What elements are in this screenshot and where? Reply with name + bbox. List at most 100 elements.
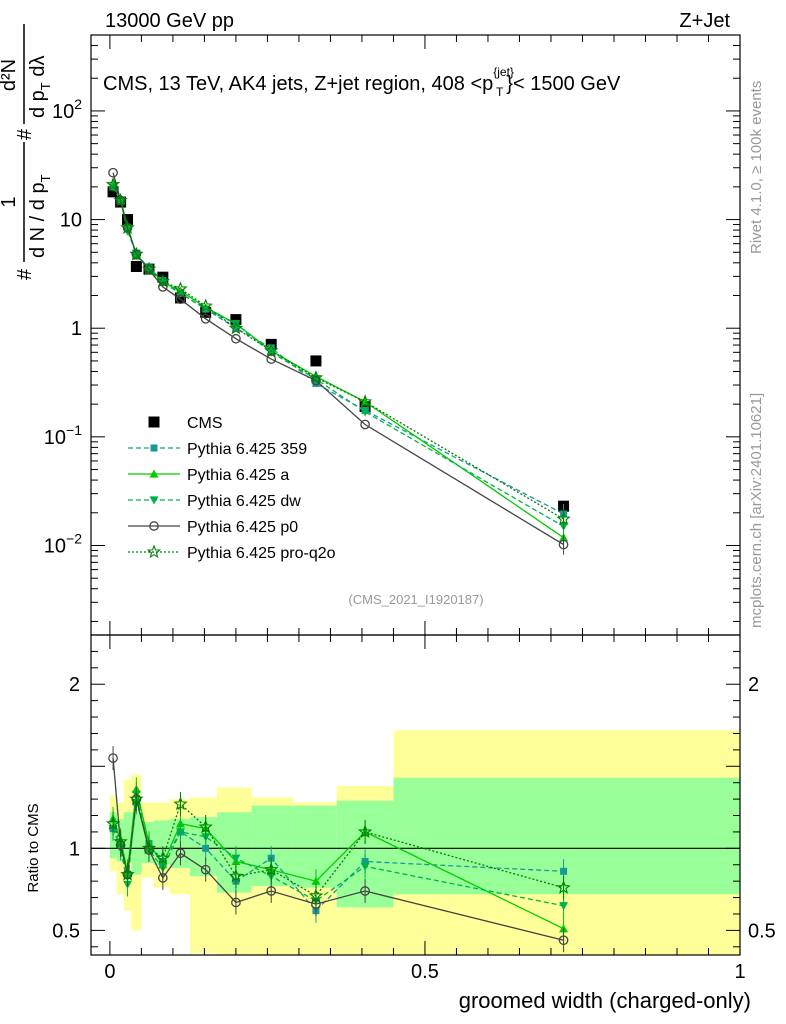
analysis-id: (CMS_2021_I1920187) xyxy=(348,592,483,607)
mcplots-reference-label: mcplots.cern.ch [arXiv:2401.10621] xyxy=(748,393,765,628)
legend-marker xyxy=(146,544,162,559)
ratio-point xyxy=(129,791,144,806)
ratio-y-axis-label: Ratio to CMS xyxy=(25,803,42,892)
ratio-point xyxy=(228,868,244,883)
series-pythia-6-425-359 xyxy=(109,183,568,524)
ratio-y-tick-label-right: 2 xyxy=(748,674,759,696)
ratio-point xyxy=(360,862,370,871)
data-point xyxy=(174,292,186,304)
legend-marker xyxy=(149,521,159,531)
data-point xyxy=(266,354,277,364)
legend-label: Pythia 6.425 p0 xyxy=(187,519,298,536)
ratio-uncertainty-bands xyxy=(91,730,740,955)
data-point xyxy=(108,167,118,178)
ratio-point xyxy=(173,796,188,811)
data-point xyxy=(105,177,121,191)
data-point xyxy=(358,394,373,408)
series-line xyxy=(112,184,564,520)
series-cms xyxy=(107,186,570,512)
legend-entry: Pythia 6.425 a xyxy=(128,467,289,484)
series-line xyxy=(112,186,564,527)
legend-entry: Pythia 6.425 359 xyxy=(128,441,307,458)
ratio-point xyxy=(559,902,569,911)
band-green xyxy=(154,820,170,865)
legend-label: Pythia 6.425 a xyxy=(187,467,289,484)
y-axis-label: # 1 d N / d pT # d²N d pT dλ xyxy=(0,24,53,280)
ratio-y-tick-label-right: 0.5 xyxy=(748,920,776,942)
data-point xyxy=(129,246,144,261)
ratio-point xyxy=(264,862,279,876)
legend: CMS Pythia 6.425 359 Pythia 6.425 a Pythia … xyxy=(128,415,336,562)
legend-entry: Pythia 6.425 pro-q2o xyxy=(128,544,336,562)
ratio-point xyxy=(558,935,569,946)
ratio-y-tick-label: 0.5 xyxy=(52,920,80,942)
series-pythia-6-425-pro-q2o xyxy=(105,177,571,530)
data-point xyxy=(558,539,569,550)
header-left-label: 13000 GeV pp xyxy=(105,10,234,32)
y-tick-label: 10−1 xyxy=(44,422,82,449)
data-point xyxy=(122,214,134,226)
band-green xyxy=(393,777,740,895)
legend-marker xyxy=(150,444,158,452)
legend-label: Pythia 6.425 359 xyxy=(187,441,307,458)
data-point xyxy=(155,273,170,288)
legend-marker xyxy=(149,469,159,478)
data-point xyxy=(311,375,321,386)
series-pythia-6-425-a xyxy=(108,180,569,548)
ratio-point xyxy=(231,897,241,908)
ratio-point xyxy=(105,816,121,830)
legend-marker xyxy=(149,496,159,505)
x-tick-label: 0 xyxy=(104,961,115,983)
data-point xyxy=(308,370,324,384)
legend-label: CMS xyxy=(187,415,223,432)
band-green xyxy=(292,805,337,888)
main-series-layer xyxy=(105,167,571,555)
ratio-point xyxy=(175,828,185,837)
ratio-point xyxy=(200,864,211,875)
ratio-point xyxy=(266,886,277,896)
ratio-point xyxy=(155,850,170,865)
series-line xyxy=(112,186,564,515)
ratio-point xyxy=(357,824,373,839)
y-label-den-1: d N / d pT xyxy=(27,174,53,258)
y-tick-label: 1 xyxy=(71,318,82,340)
ratio-point xyxy=(231,854,241,863)
data-point xyxy=(231,333,241,344)
ratio-point xyxy=(198,819,213,834)
title-sub: T xyxy=(496,85,504,99)
y-tick-label: 102 xyxy=(52,96,82,123)
ratio-point xyxy=(311,876,321,885)
ratio-point xyxy=(120,867,135,881)
ratio-series-pythia-6-425-pro-q2o xyxy=(105,787,571,908)
ratio-point xyxy=(113,834,128,848)
header-right-label: Z+Jet xyxy=(679,10,730,32)
y-label-num-2: d²N xyxy=(0,59,20,91)
ratio-point xyxy=(560,867,568,875)
legend-marker xyxy=(148,416,160,428)
main-axes: 10−2 10−1 1 10 102 xyxy=(44,34,741,636)
ratio-y-tick-label: 1 xyxy=(69,838,80,860)
data-point xyxy=(198,298,213,313)
data-point xyxy=(144,264,154,275)
ratio-point xyxy=(108,753,118,763)
title-prefix: CMS, 13 TeV, AK4 jets, Z+jet region, 408… xyxy=(103,73,493,95)
ratio-frame xyxy=(90,634,741,956)
data-point xyxy=(120,220,135,234)
rivet-version-label: Rivet 4.1.0, ≥ 100k events xyxy=(748,81,765,254)
data-point xyxy=(130,260,142,272)
band-green xyxy=(131,812,142,875)
data-point xyxy=(360,419,370,430)
data-point xyxy=(175,289,185,298)
data-point xyxy=(311,375,321,384)
ratio-point xyxy=(141,840,157,855)
data-point xyxy=(175,294,186,305)
ratio-point xyxy=(175,848,186,859)
ratio-series-layer xyxy=(105,746,571,953)
data-point xyxy=(556,511,571,526)
data-point xyxy=(310,355,322,367)
series-line xyxy=(112,172,564,546)
ratio-point xyxy=(360,886,370,896)
ratio-point xyxy=(157,873,168,883)
